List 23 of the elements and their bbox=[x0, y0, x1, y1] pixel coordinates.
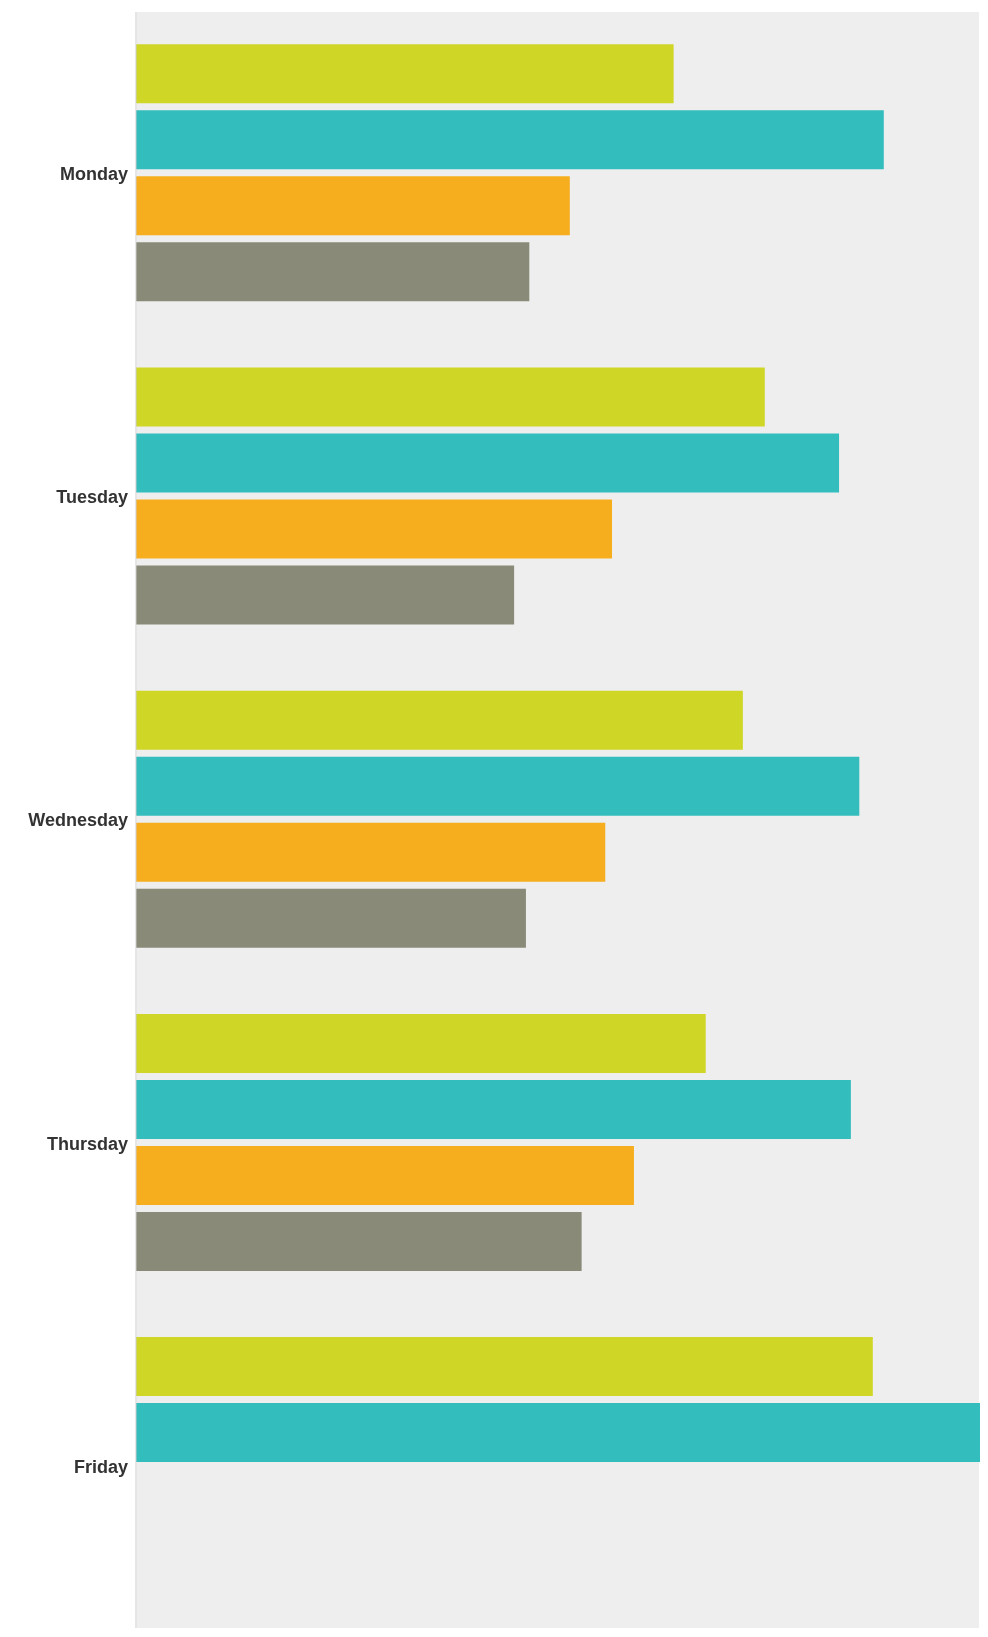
bar bbox=[136, 756, 860, 816]
bar bbox=[136, 367, 765, 427]
y-tick-label: Thursday bbox=[46, 1133, 128, 1154]
bar bbox=[136, 690, 743, 750]
bar bbox=[136, 499, 613, 559]
bar bbox=[136, 1079, 851, 1139]
y-tick-label: Friday bbox=[73, 1456, 128, 1477]
bar bbox=[136, 1403, 980, 1463]
bar bbox=[136, 565, 515, 625]
bar bbox=[136, 242, 530, 302]
bar bbox=[136, 888, 526, 948]
bar bbox=[136, 1145, 634, 1205]
y-tick-label: Monday bbox=[59, 163, 128, 184]
bar bbox=[136, 822, 606, 882]
bar bbox=[136, 1337, 873, 1397]
bar bbox=[136, 1211, 582, 1271]
y-tick-label: Wednesday bbox=[28, 810, 128, 831]
bar bbox=[136, 433, 840, 493]
bar bbox=[136, 1013, 706, 1073]
y-tick-label: Tuesday bbox=[56, 487, 128, 508]
bar bbox=[136, 176, 570, 236]
bar bbox=[136, 44, 674, 104]
bar bbox=[136, 110, 884, 170]
